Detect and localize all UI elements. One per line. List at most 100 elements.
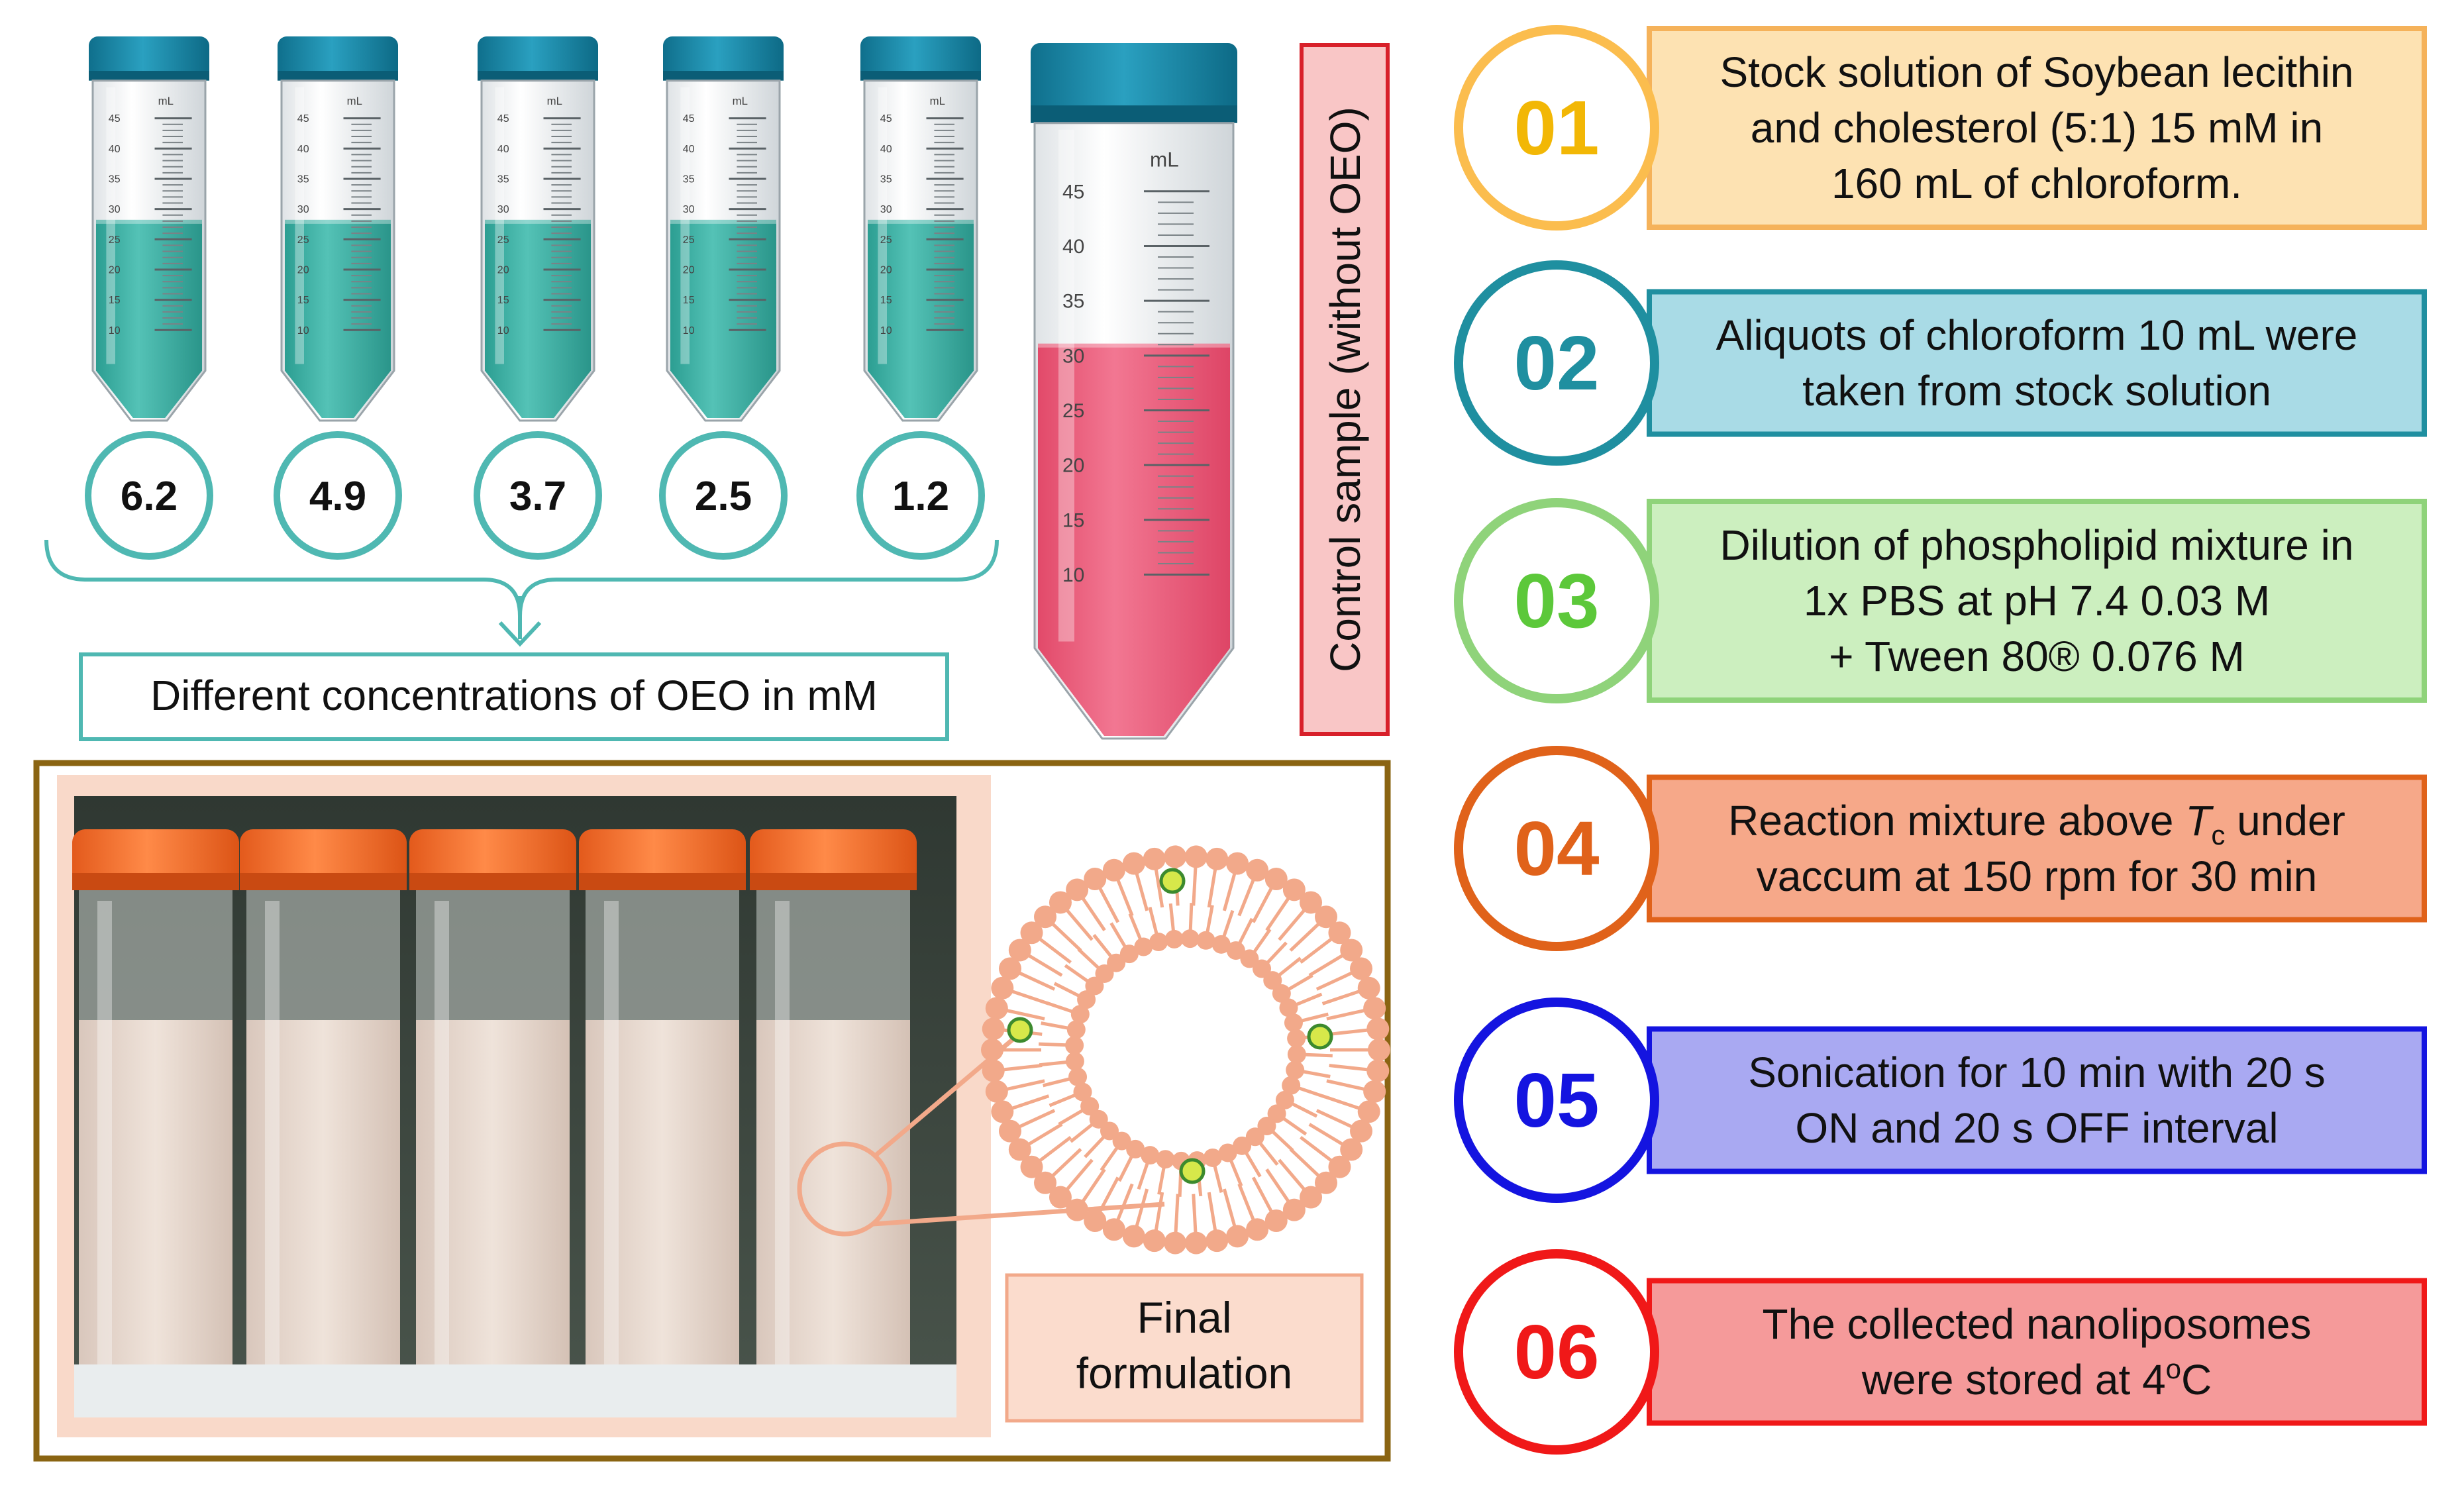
lipid-head [1164, 1231, 1187, 1255]
lipid-head [1084, 1209, 1107, 1232]
milky-liquid [79, 1020, 232, 1404]
concentration-circle: 1.2 [856, 431, 985, 560]
lipid-head [985, 997, 1008, 1020]
lipid-head [1314, 905, 1337, 929]
lipid-head [1066, 878, 1089, 901]
lipid-head [1122, 852, 1145, 875]
tube-mark-label: 15 [880, 295, 892, 306]
step-circle [1454, 1249, 1659, 1455]
lipid-head [1350, 1119, 1373, 1143]
step-text-line: Aliquots of chloroform 10 mL were [1716, 311, 2358, 359]
step-box [1647, 1278, 2427, 1426]
lipid-head [1279, 998, 1298, 1017]
lipid-head [1340, 1138, 1363, 1161]
concentration-value: 2.5 [695, 474, 752, 519]
tube-mark-label: 30 [497, 204, 509, 215]
step-01: 01 Stock solution of Soybean lecithin and … [1454, 25, 2427, 231]
tube-unit: mL [158, 95, 174, 107]
step-text-line: The collected nanoliposomes [1763, 1300, 2312, 1348]
step-circle [1454, 25, 1659, 231]
step-text-line: were stored at 4oC [1861, 1353, 2212, 1404]
lipid-head [1263, 971, 1282, 990]
oeo-molecule [1307, 1023, 1333, 1050]
step-number: 04 [1514, 805, 1599, 892]
lipid-head [1065, 1052, 1084, 1071]
lipid-head [1149, 933, 1168, 952]
tube-mark-label: 15 [683, 295, 695, 306]
tube-mark-label: 45 [683, 113, 695, 125]
tube-mark-label: 45 [297, 113, 309, 125]
lipid-head [1275, 1090, 1294, 1109]
tube-cap [478, 36, 598, 81]
step-number: 01 [1514, 85, 1599, 171]
final-label-line2: formulation [1076, 1349, 1293, 1398]
lipid-head [1020, 921, 1043, 945]
tube-rack [74, 1364, 956, 1417]
lipid-head [1245, 1127, 1264, 1147]
tube-mark-label: 35 [1062, 291, 1084, 313]
sample-tube: mL 45 40 35 30 25 20 15 10 [478, 36, 598, 422]
step-text-line: Reaction mixture above Tc under [1728, 797, 2345, 850]
milky-liquid [246, 1020, 400, 1404]
tube-mark-label: 25 [297, 234, 309, 246]
step-circle [1454, 746, 1659, 951]
tube-mark-label: 40 [497, 144, 509, 155]
step-box [1647, 26, 2427, 230]
step-05: 05 Sonication for 10 min with 20 s ON and … [1454, 998, 2427, 1203]
tube-mark-label: 40 [109, 144, 121, 155]
lipid-head [1366, 1017, 1390, 1041]
lipid-head [1282, 1198, 1306, 1221]
lipid-head [1184, 845, 1207, 868]
lipid-head [991, 1100, 1014, 1123]
lipid-head [1206, 847, 1229, 870]
lipid-head [1066, 1198, 1089, 1221]
tube-unit: mL [347, 95, 362, 107]
photo-tube [750, 829, 917, 1413]
lipid-head [981, 1039, 1003, 1061]
step-text-line: Stock solution of Soybean lecithin [1720, 48, 2353, 96]
liposome-diagram [981, 845, 1390, 1255]
lipid-head [1253, 959, 1272, 978]
tube-mark-label: 30 [109, 204, 121, 215]
lipid-head [1156, 1150, 1175, 1169]
concentration-caption-box: Different concentrations of OEO in mM [79, 652, 949, 741]
step-text-line: vaccum at 150 rpm for 30 min [1757, 852, 2318, 900]
concentration-caption: Different concentrations of OEO in mM [150, 672, 878, 719]
lipid-head [1085, 976, 1104, 996]
lipid-head [1122, 1225, 1145, 1248]
tube-cap [89, 36, 209, 81]
tube-cap [278, 36, 398, 81]
tube-mark-label: 20 [880, 265, 892, 276]
step-text-line: + Tween 80® 0.076 M [1829, 633, 2245, 680]
lipid-head [1366, 1059, 1390, 1082]
lipid-head [1300, 1186, 1323, 1209]
concentration-value: 6.2 [121, 474, 178, 519]
step-number: 06 [1514, 1309, 1599, 1395]
photo-tube [72, 829, 239, 1413]
step-box [1647, 1026, 2427, 1174]
lipid-head [998, 1119, 1021, 1143]
lipid-head [1282, 878, 1306, 901]
lipid-head [1049, 1186, 1072, 1209]
tube-unit: mL [547, 95, 562, 107]
tube-mark-label: 35 [683, 174, 695, 185]
lipid-head [1226, 941, 1245, 960]
small-tubes-group: mL 45 40 35 30 25 20 15 10 6.2 mL 45 40 35 30 25 20 15 10 4… [85, 36, 985, 560]
photo-tubes-group [72, 829, 956, 1417]
lipid-head [1126, 1139, 1145, 1158]
oeo-molecule [1179, 1158, 1206, 1184]
concentration-circle: 4.9 [274, 431, 402, 560]
tube-mark-label: 20 [297, 265, 309, 276]
tube-mark-label: 45 [109, 113, 121, 125]
lipid-head [985, 1080, 1008, 1103]
step-text-line: and cholesterol (5:1) 15 mM in [1751, 104, 2323, 152]
bracket [44, 539, 999, 647]
tube-cap [1031, 43, 1237, 123]
sample-tube: mL 45 40 35 30 25 20 15 10 [278, 36, 398, 422]
tube-mark-label: 40 [880, 144, 892, 155]
lipid-head [1286, 1060, 1305, 1080]
final-label-line1: Final [1137, 1293, 1231, 1342]
lipid-head [1134, 937, 1153, 956]
step-04: 04 Reaction mixture above Tc undervaccum … [1454, 746, 2427, 951]
tube-mark-label: 20 [683, 265, 695, 276]
